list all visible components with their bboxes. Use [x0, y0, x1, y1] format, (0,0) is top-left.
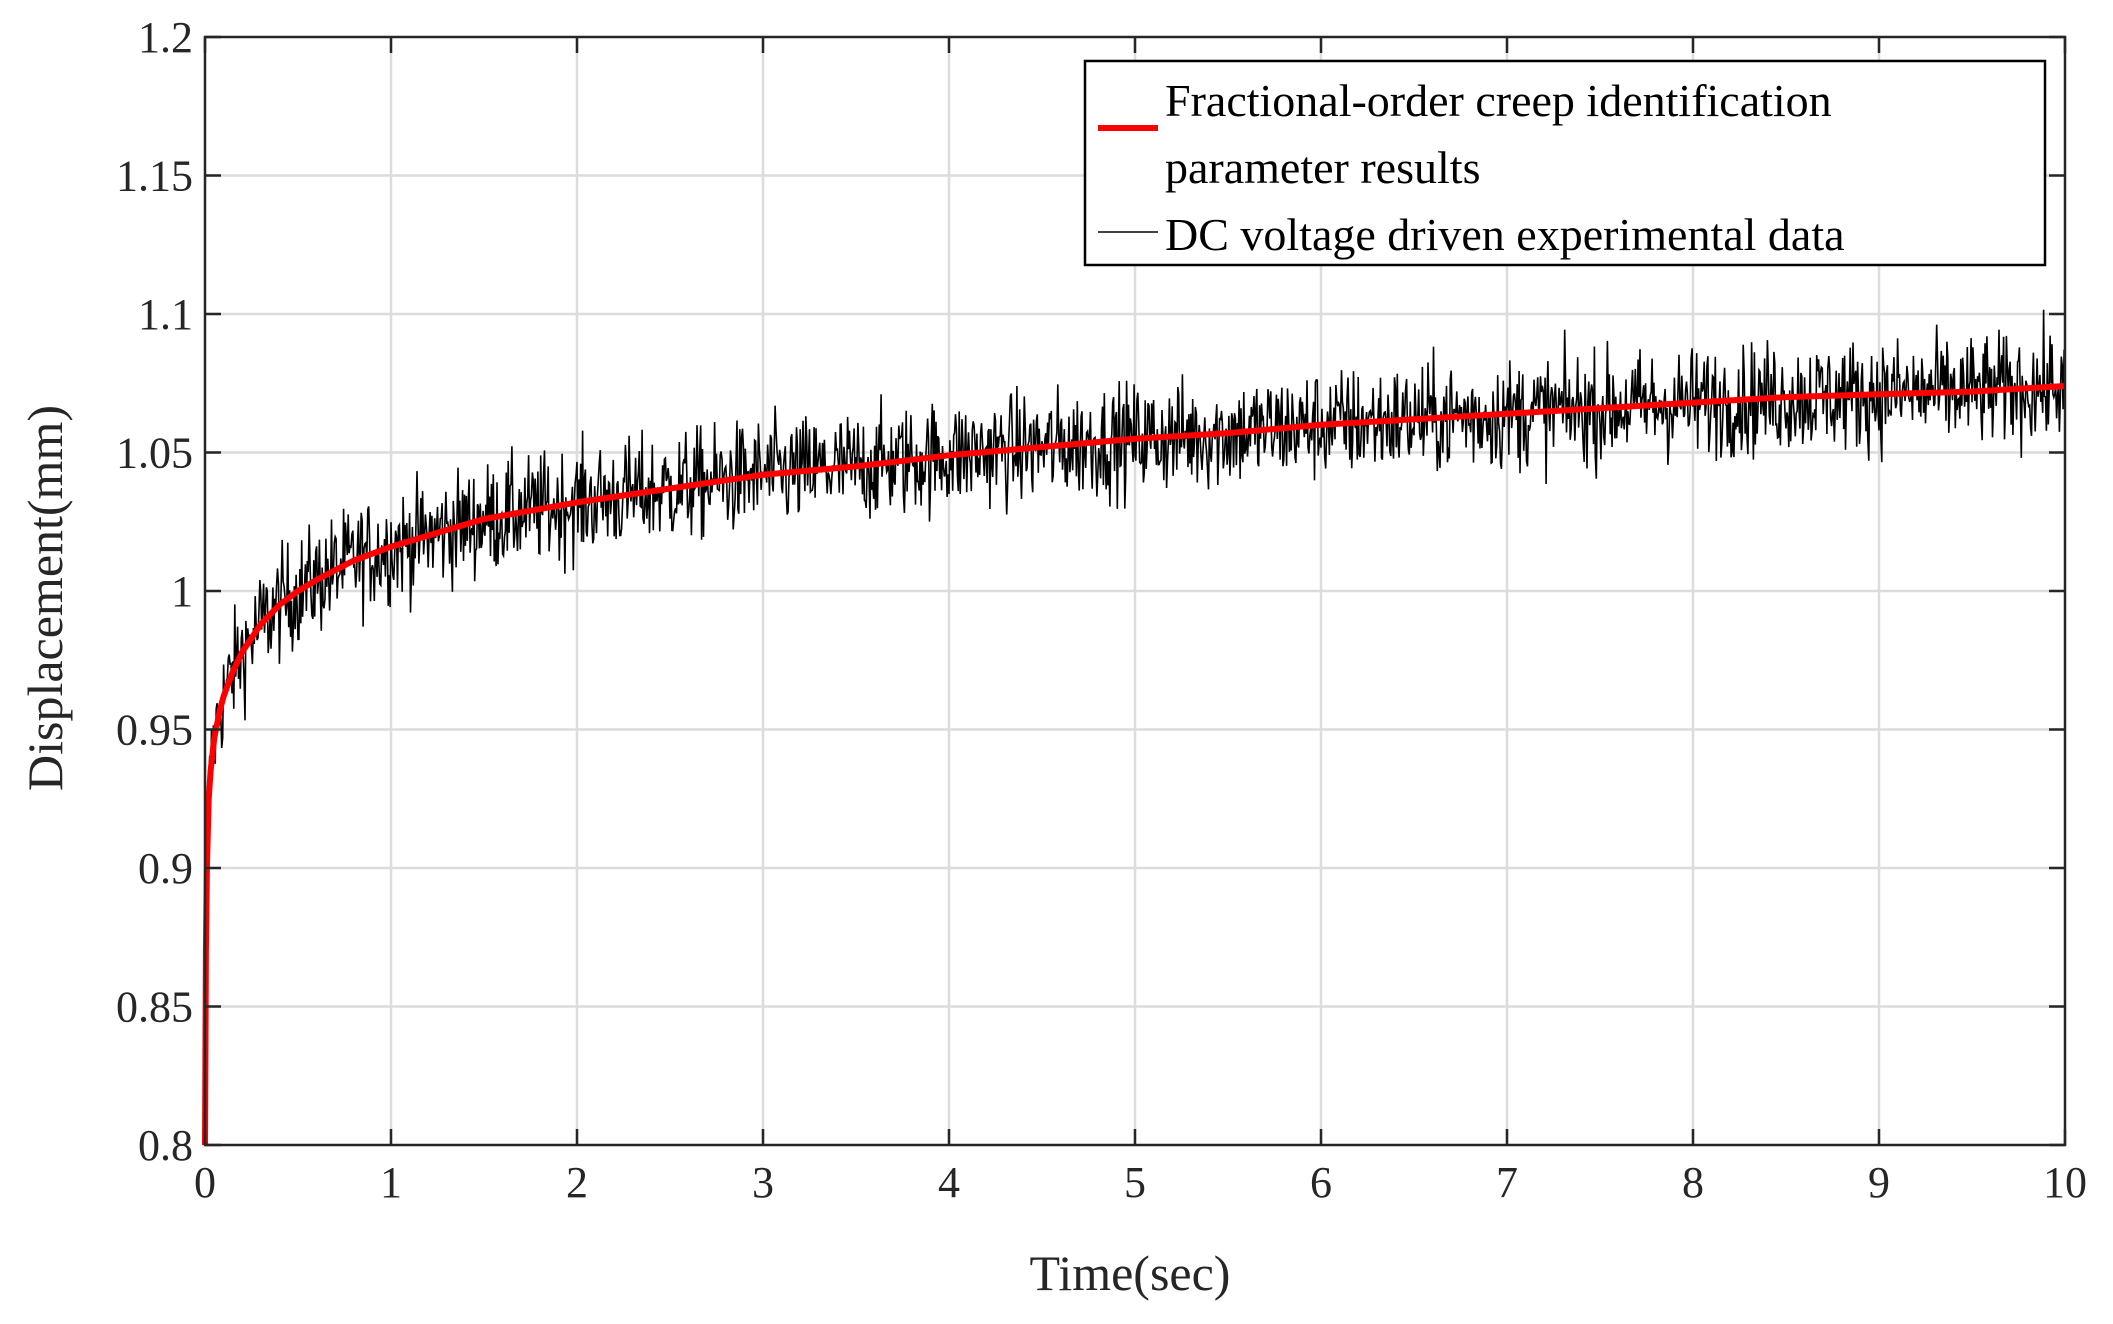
x-tick-label: 3: [752, 1158, 774, 1207]
x-tick-label: 1: [380, 1158, 402, 1207]
x-tick-label: 2: [566, 1158, 588, 1207]
series-line-fractional-order-fit: [202, 383, 2066, 1146]
series-layer: [202, 309, 2066, 1146]
legend-label-fit-line1: Fractional-order creep identification: [1165, 75, 1832, 126]
x-tick-label: 7: [1496, 1158, 1518, 1207]
x-tick-label: 0: [194, 1158, 216, 1207]
x-tick-label: 4: [938, 1158, 960, 1207]
y-tick-label: 1.05: [116, 429, 193, 478]
legend-label-experimental: DC voltage driven experimental data: [1165, 209, 1845, 260]
x-tick-label: 8: [1682, 1158, 1704, 1207]
y-tick-label: 1.2: [138, 13, 193, 62]
legend-label-fit-line2: parameter results: [1165, 142, 1480, 193]
y-tick-label: 1: [171, 567, 193, 616]
x-tick-label: 9: [1868, 1158, 1890, 1207]
x-tick-label: 5: [1124, 1158, 1146, 1207]
legend: Fractional-order creep identification pa…: [1083, 59, 2047, 267]
y-tick-label: 1.15: [116, 152, 193, 201]
x-axis-label: Time(sec): [1030, 1245, 1231, 1301]
y-tick-label: 0.85: [116, 983, 193, 1032]
y-tick-label: 0.9: [138, 844, 193, 893]
legend-box: [1083, 59, 2047, 267]
y-tick-label: 1.1: [138, 290, 193, 339]
y-axis-label: Displacement(mm): [17, 405, 73, 791]
y-tick-label: 0.8: [138, 1121, 193, 1170]
y-tick-label: 0.95: [116, 706, 193, 755]
x-tick-label: 10: [2043, 1158, 2087, 1207]
axis-ticks: [203, 35, 2067, 1147]
axis-tick-labels: 0 1 2 3 4 5 6 7 8 9 10 0.8 0.85 0.9 0.95 1 1.05 1.1 1.15 1.…: [116, 13, 2087, 1207]
x-tick-label: 6: [1310, 1158, 1332, 1207]
series-line-experimental-data: [204, 309, 2066, 989]
